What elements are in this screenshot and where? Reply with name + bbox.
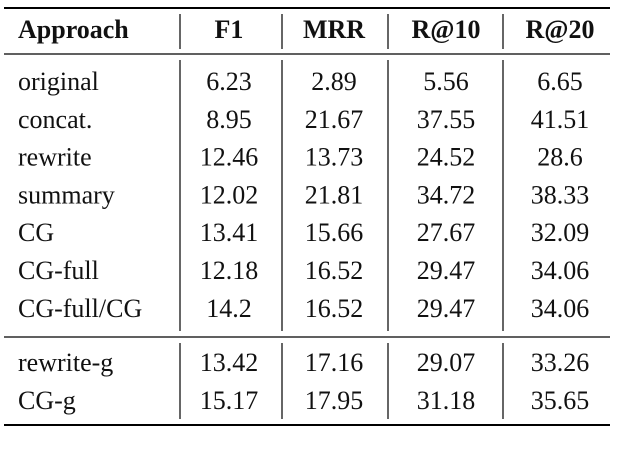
cell: 34.06 <box>531 256 590 285</box>
row-label: rewrite <box>18 143 92 172</box>
cell: 38.33 <box>531 180 590 209</box>
cell: 21.67 <box>305 105 364 134</box>
cell: 15.66 <box>305 218 364 247</box>
row-label: CG-full <box>18 256 99 285</box>
header-cell: MRR <box>303 15 365 44</box>
row-label: CG-full/CG <box>18 294 142 323</box>
cell: 24.52 <box>417 143 476 172</box>
cell: 13.42 <box>200 348 259 377</box>
header-cell: F1 <box>215 15 244 44</box>
cell: 29.07 <box>417 348 476 377</box>
header-cell: R@10 <box>412 15 481 44</box>
row-label: summary <box>18 180 115 209</box>
cell: 31.18 <box>417 386 476 415</box>
cell: 14.2 <box>206 294 252 323</box>
cell: 8.95 <box>206 105 252 134</box>
cell: 5.56 <box>423 67 469 96</box>
cell: 29.47 <box>417 294 476 323</box>
cell: 13.41 <box>200 218 259 247</box>
cell: 17.95 <box>305 386 364 415</box>
header-cell: Approach <box>18 15 129 44</box>
cell: 41.51 <box>531 105 590 134</box>
cell: 37.55 <box>417 105 476 134</box>
cell: 34.72 <box>417 180 476 209</box>
row-label: CG-g <box>18 386 76 415</box>
row-label: CG <box>18 218 54 247</box>
cell: 34.06 <box>531 294 590 323</box>
cell: 2.89 <box>311 67 357 96</box>
row-label: rewrite-g <box>18 348 113 377</box>
cell: 15.17 <box>200 386 259 415</box>
cell: 17.16 <box>305 348 364 377</box>
cell: 6.65 <box>537 67 583 96</box>
cell: 27.67 <box>417 218 476 247</box>
cell: 32.09 <box>531 218 590 247</box>
cell: 16.52 <box>305 256 364 285</box>
cell: 29.47 <box>417 256 476 285</box>
cell: 35.65 <box>531 386 590 415</box>
cell: 28.6 <box>537 143 583 172</box>
header-cell: R@20 <box>526 15 595 44</box>
cell: 12.02 <box>200 180 259 209</box>
cell: 12.46 <box>200 143 259 172</box>
cell: 21.81 <box>305 180 364 209</box>
cell: 16.52 <box>305 294 364 323</box>
cell: 33.26 <box>531 348 590 377</box>
cell: 6.23 <box>206 67 252 96</box>
cell: 13.73 <box>305 143 364 172</box>
cell: 12.18 <box>200 256 259 285</box>
row-label: concat. <box>18 105 92 134</box>
row-label: original <box>18 67 99 96</box>
